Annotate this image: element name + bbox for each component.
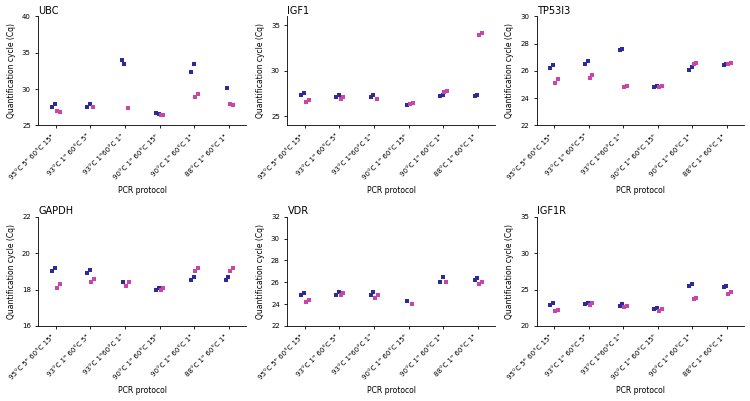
X-axis label: PCR protocol: PCR protocol (367, 186, 416, 195)
Y-axis label: Quantification cycle (Cq): Quantification cycle (Cq) (8, 224, 16, 319)
Y-axis label: Quantification cycle (Cq): Quantification cycle (Cq) (506, 23, 515, 118)
Text: UBC: UBC (38, 6, 59, 16)
X-axis label: PCR protocol: PCR protocol (118, 186, 166, 195)
Y-axis label: Quantification cycle (Cq): Quantification cycle (Cq) (256, 23, 265, 118)
Text: VDR: VDR (287, 206, 308, 216)
X-axis label: PCR protocol: PCR protocol (118, 387, 166, 395)
Y-axis label: Quantification cycle (Cq): Quantification cycle (Cq) (8, 23, 16, 118)
Y-axis label: Quantification cycle (Cq): Quantification cycle (Cq) (506, 224, 515, 319)
Text: IGF1R: IGF1R (536, 206, 566, 216)
Text: GAPDH: GAPDH (38, 206, 74, 216)
X-axis label: PCR protocol: PCR protocol (616, 186, 665, 195)
Text: TP53I3: TP53I3 (536, 6, 570, 16)
X-axis label: PCR protocol: PCR protocol (367, 387, 416, 395)
Text: IGF1: IGF1 (287, 6, 310, 16)
X-axis label: PCR protocol: PCR protocol (616, 387, 665, 395)
Y-axis label: Quantification cycle (Cq): Quantification cycle (Cq) (256, 224, 265, 319)
